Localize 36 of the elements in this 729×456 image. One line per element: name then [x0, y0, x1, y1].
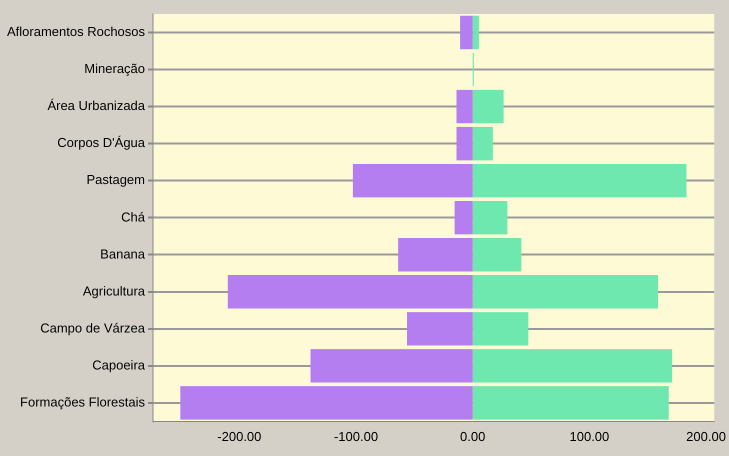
bar: [407, 312, 473, 346]
x-tick-label: 0.00: [460, 428, 486, 444]
bar: [472, 349, 672, 383]
x-tick-label: 100.00: [570, 428, 610, 444]
bar: [398, 238, 473, 272]
bar: [454, 200, 473, 234]
bar: [310, 349, 473, 383]
x-tick-label: -200.00: [217, 428, 262, 444]
bar: [228, 275, 473, 308]
y-tick-label: Capoeira: [92, 357, 146, 372]
y-tick-label: Formações Florestais: [20, 394, 146, 410]
y-tick-label: Pastagem: [86, 172, 146, 188]
y-tick-label: Corpos D'Água: [57, 135, 146, 150]
y-tick-label: Área Urbanizada: [47, 98, 146, 114]
bar: [472, 16, 479, 50]
bar: [456, 126, 473, 160]
y-tick-label: Mineração: [84, 61, 146, 76]
bar: [472, 238, 522, 272]
y-tick-label: Chá: [121, 209, 146, 224]
bar: [472, 200, 508, 234]
x-tick-label: 200.00: [686, 428, 726, 444]
bar: [472, 90, 504, 124]
bar: [352, 164, 473, 198]
y-tick-label: Afloramentos Rochosos: [6, 24, 146, 40]
y-tick-label: Banana: [100, 246, 146, 262]
bar: [456, 90, 473, 124]
bar: [460, 16, 473, 50]
bar: [472, 275, 658, 308]
y-tick-label: Campo de Várzea: [40, 320, 146, 336]
bar: [472, 164, 686, 198]
bar: [180, 386, 473, 420]
y-tick-label: Agricultura: [82, 283, 146, 298]
x-tick-label: -100.00: [334, 428, 378, 444]
bar: [472, 126, 493, 160]
bar: [472, 386, 669, 420]
bar: [472, 312, 528, 346]
